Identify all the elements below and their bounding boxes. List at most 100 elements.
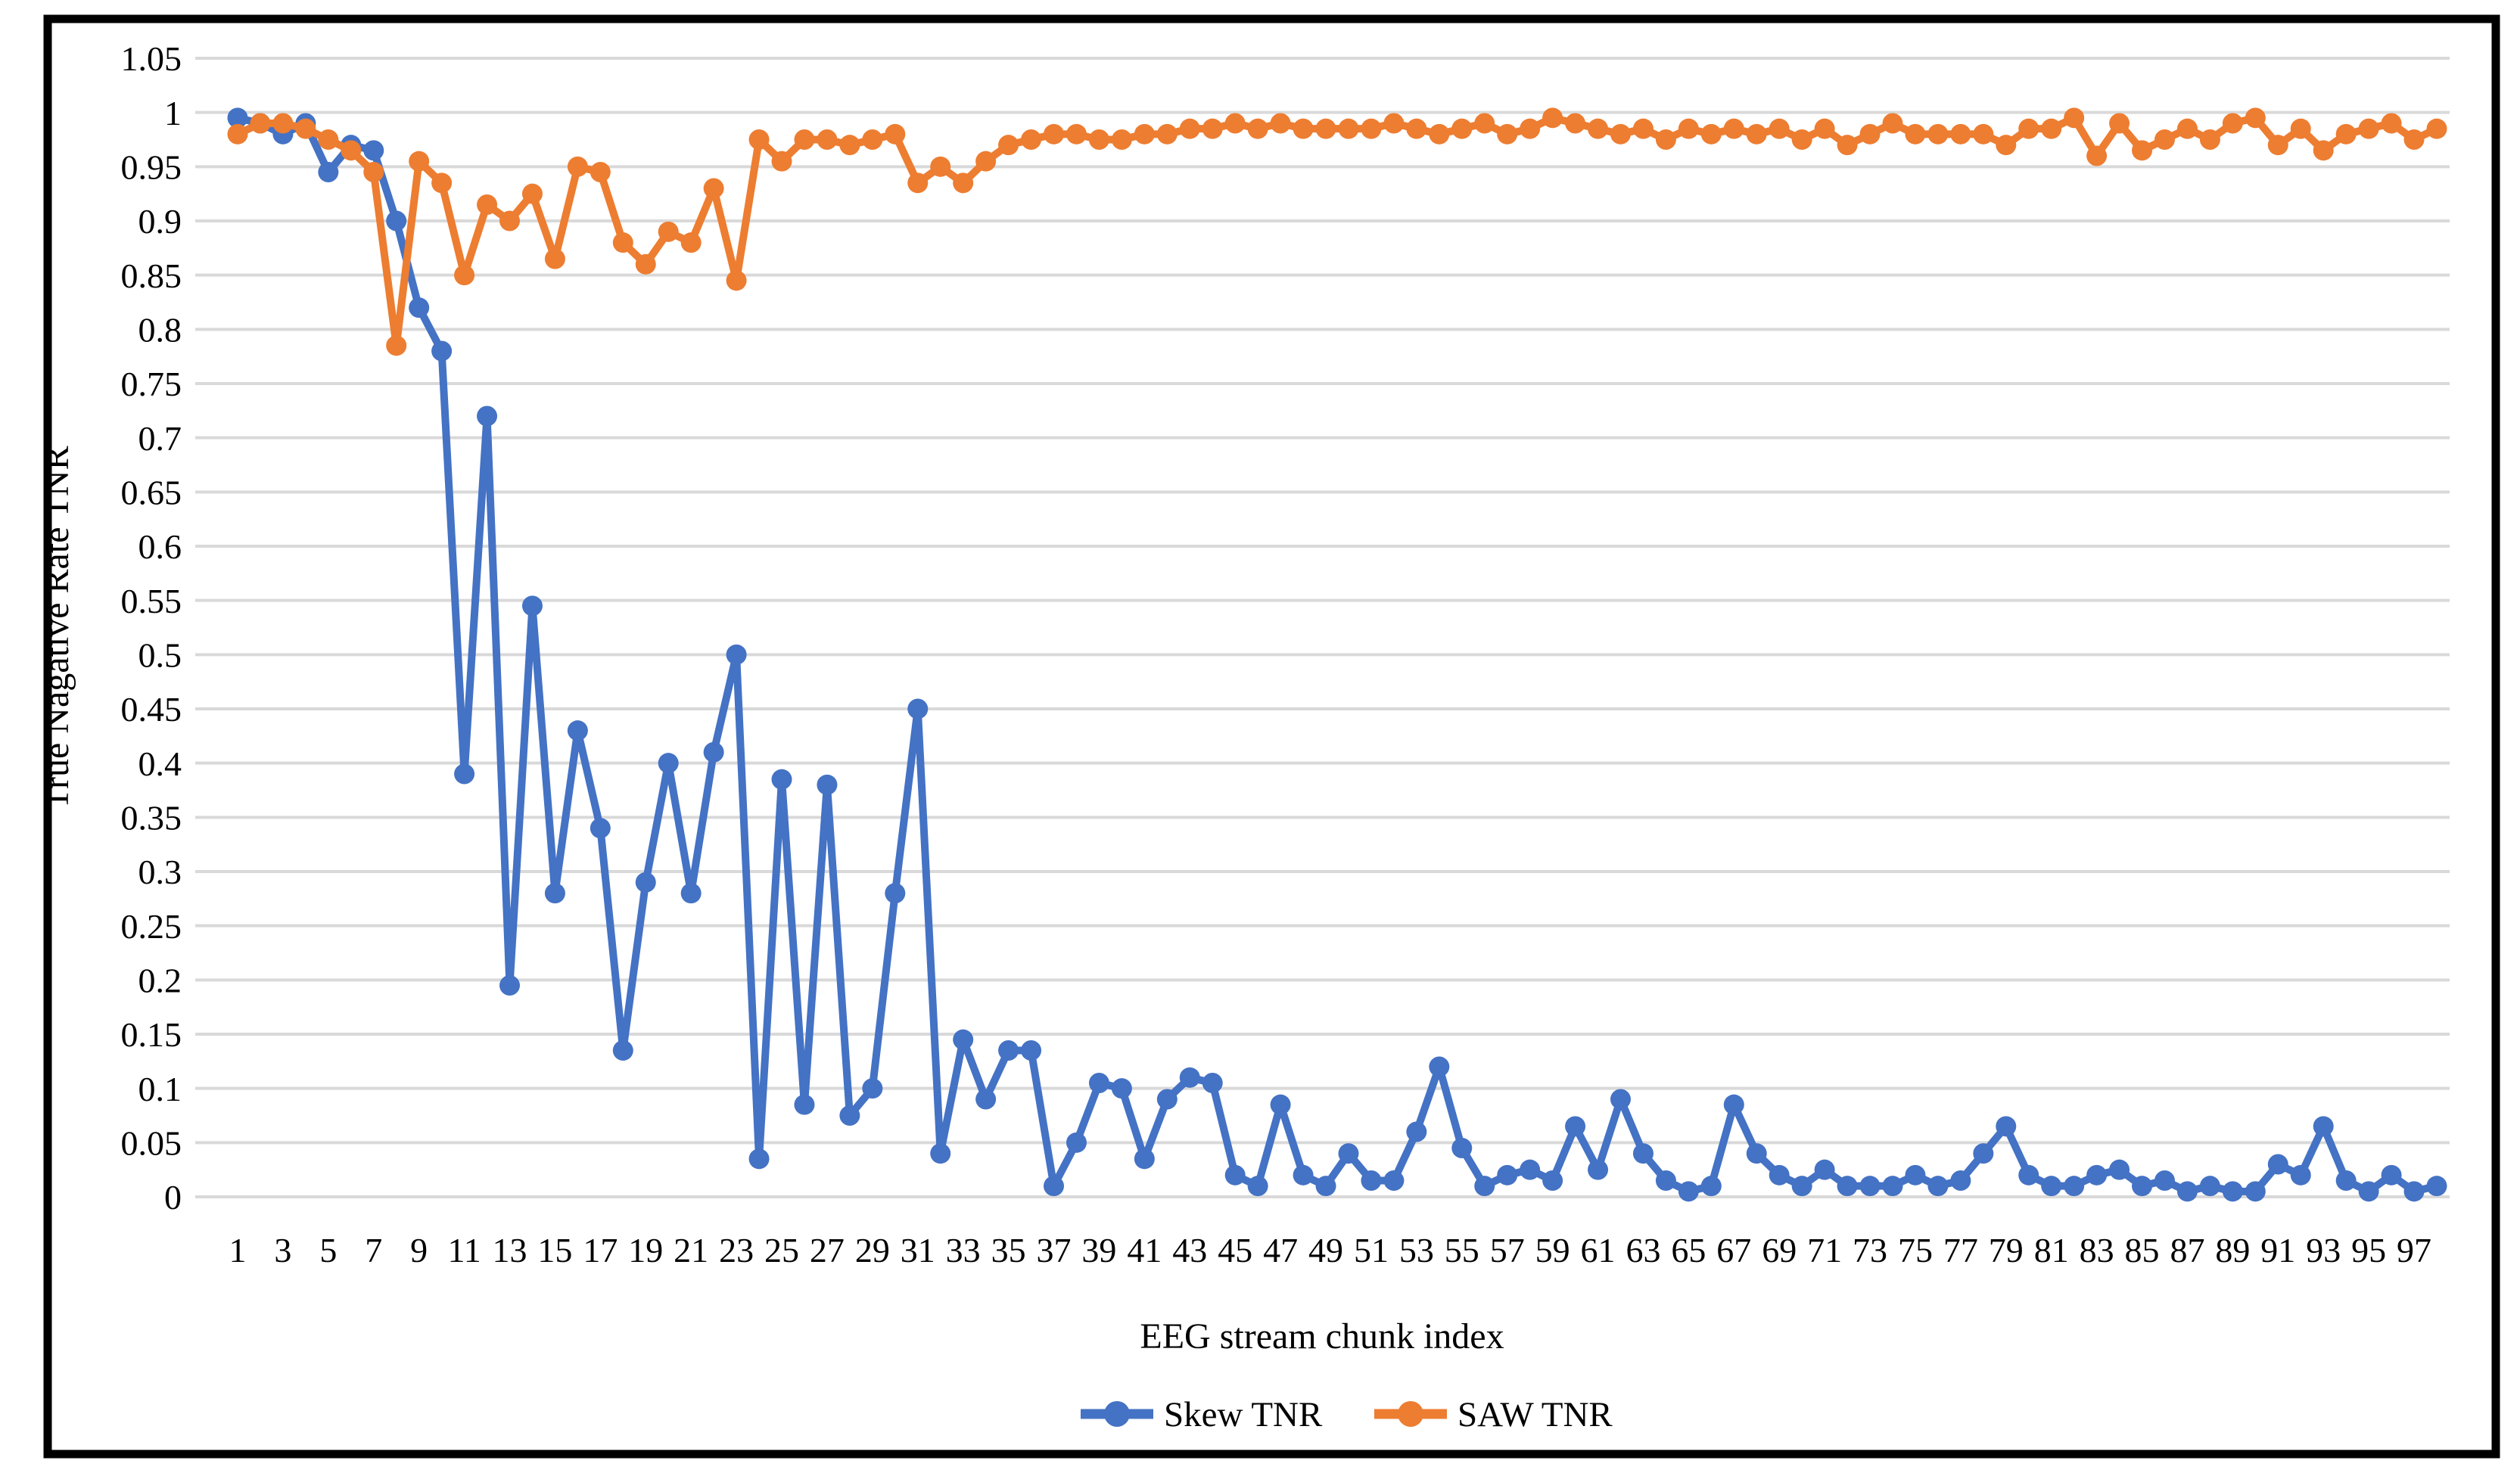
x-tick-label: 87	[2170, 1231, 2204, 1269]
x-tick-label: 21	[674, 1231, 708, 1269]
data-point-skew-tnr	[907, 698, 929, 719]
x-tick-label: 27	[810, 1231, 845, 1269]
x-axis-tick-labels: 1 3 5 7 9 11 13 15 17 19 21 23 25 27 29 31 33 35 37 39 41 43 4…	[229, 1231, 2432, 1269]
data-point-saw-tnr	[2176, 118, 2198, 139]
legend-marker-saw	[1398, 1401, 1423, 1427]
data-point-skew-tnr	[318, 162, 339, 182]
data-point-skew-tnr	[953, 1029, 974, 1050]
x-tick-label: 49	[1308, 1231, 1343, 1269]
x-tick-label: 97	[2397, 1231, 2431, 1269]
data-point-skew-tnr	[2290, 1164, 2311, 1185]
data-point-skew-tnr	[1973, 1143, 1994, 1164]
data-point-skew-tnr	[2267, 1154, 2288, 1175]
data-point-skew-tnr	[2041, 1176, 2062, 1197]
data-point-saw-tnr	[1859, 123, 1881, 144]
data-point-skew-tnr	[1882, 1176, 1903, 1197]
data-point-saw-tnr	[1837, 135, 1858, 156]
data-point-saw-tnr	[794, 129, 815, 150]
data-point-saw-tnr	[2109, 113, 2130, 134]
data-point-skew-tnr	[2245, 1181, 2266, 1202]
data-point-saw-tnr	[1565, 113, 1586, 134]
y-tick-label: 0.6	[138, 527, 182, 566]
x-tick-label: 43	[1172, 1231, 1207, 1269]
legend-item-skew-tnr: Skew TNR	[1081, 1395, 1323, 1434]
data-point-saw-tnr	[2290, 118, 2311, 139]
data-point-saw-tnr	[1973, 123, 1994, 144]
data-point-skew-tnr	[363, 140, 384, 161]
data-point-saw-tnr	[2381, 113, 2402, 134]
x-tick-label: 65	[1671, 1231, 1706, 1269]
data-point-saw-tnr	[1520, 118, 1541, 139]
data-point-skew-tnr	[930, 1143, 951, 1164]
data-point-skew-tnr	[748, 1148, 770, 1170]
x-tick-label: 79	[1989, 1231, 2024, 1269]
data-point-skew-tnr	[1315, 1176, 1336, 1197]
x-tick-label: 23	[719, 1231, 754, 1269]
x-tick-label: 13	[493, 1231, 527, 1269]
data-point-saw-tnr	[953, 172, 974, 194]
x-tick-label: 41	[1127, 1231, 1162, 1269]
data-point-skew-tnr	[1565, 1116, 1586, 1137]
data-point-saw-tnr	[544, 248, 565, 269]
data-point-skew-tnr	[431, 340, 453, 362]
data-point-saw-tnr	[658, 221, 679, 242]
data-point-skew-tnr	[2018, 1164, 2039, 1185]
data-point-skew-tnr	[839, 1105, 860, 1126]
y-tick-label: 0.65	[121, 473, 182, 511]
data-point-skew-tnr	[1111, 1078, 1132, 1099]
data-point-saw-tnr	[386, 335, 407, 356]
data-point-saw-tnr	[318, 129, 339, 150]
data-point-skew-tnr	[1905, 1164, 1926, 1185]
data-point-saw-tnr	[703, 178, 724, 199]
data-point-saw-tnr	[1044, 123, 1065, 144]
data-point-saw-tnr	[499, 210, 521, 231]
x-tick-label: 95	[2351, 1231, 2386, 1269]
data-point-saw-tnr	[907, 172, 929, 194]
data-point-saw-tnr	[1270, 113, 1291, 134]
data-point-skew-tnr	[2335, 1170, 2357, 1191]
data-point-saw-tnr	[1497, 123, 1518, 144]
data-point-saw-tnr	[590, 162, 611, 182]
data-point-skew-tnr	[2426, 1176, 2447, 1197]
data-point-saw-tnr	[454, 265, 475, 286]
x-tick-label: 71	[1807, 1231, 1842, 1269]
data-point-skew-tnr	[1088, 1073, 1109, 1093]
data-point-saw-tnr	[1905, 123, 1926, 144]
y-tick-label: 0.1	[138, 1070, 182, 1108]
x-tick-label: 75	[1898, 1231, 1933, 1269]
data-point-saw-tnr	[409, 151, 430, 172]
data-point-skew-tnr	[2403, 1181, 2425, 1202]
data-point-skew-tnr	[1610, 1089, 1631, 1110]
x-tick-label: 61	[1581, 1231, 1616, 1269]
x-tick-label: 63	[1626, 1231, 1660, 1269]
data-point-saw-tnr	[1315, 118, 1336, 139]
data-point-saw-tnr	[272, 113, 294, 134]
data-point-saw-tnr	[2403, 129, 2425, 150]
data-point-skew-tnr	[680, 883, 702, 904]
data-point-skew-tnr	[1588, 1159, 1609, 1180]
data-point-saw-tnr	[975, 151, 997, 172]
x-tick-label: 73	[1853, 1231, 1887, 1269]
y-tick-label: 0.05	[121, 1123, 182, 1162]
data-point-skew-tnr	[1814, 1159, 1835, 1180]
data-point-saw-tnr	[2041, 118, 2062, 139]
data-point-skew-tnr	[567, 720, 588, 741]
data-point-saw-tnr	[1111, 129, 1132, 150]
x-tick-label: 83	[2080, 1231, 2114, 1269]
data-point-skew-tnr	[2381, 1164, 2402, 1185]
x-tick-label: 93	[2306, 1231, 2341, 1269]
x-tick-label: 5	[319, 1231, 337, 1269]
data-point-saw-tnr	[726, 270, 747, 291]
data-point-saw-tnr	[1134, 123, 1155, 144]
data-point-saw-tnr	[2018, 118, 2039, 139]
y-tick-label: 0.25	[121, 907, 182, 946]
y-axis-tick-labels: 0 0.05 0.1 0.15 0.2 0.25 0.3 0.35 0.4 0.45 0.5 0.55…	[121, 39, 182, 1217]
data-point-saw-tnr	[930, 156, 951, 177]
y-tick-label: 0.4	[138, 744, 182, 783]
data-point-skew-tnr	[2313, 1116, 2334, 1137]
data-point-saw-tnr	[1927, 123, 1949, 144]
data-point-skew-tnr	[612, 1040, 633, 1061]
legend: Skew TNR SAW TNR	[1081, 1395, 1613, 1434]
data-point-skew-tnr	[1066, 1132, 1087, 1153]
